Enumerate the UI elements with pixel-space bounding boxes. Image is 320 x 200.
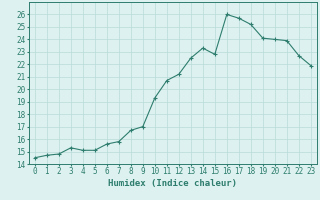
X-axis label: Humidex (Indice chaleur): Humidex (Indice chaleur) [108, 179, 237, 188]
